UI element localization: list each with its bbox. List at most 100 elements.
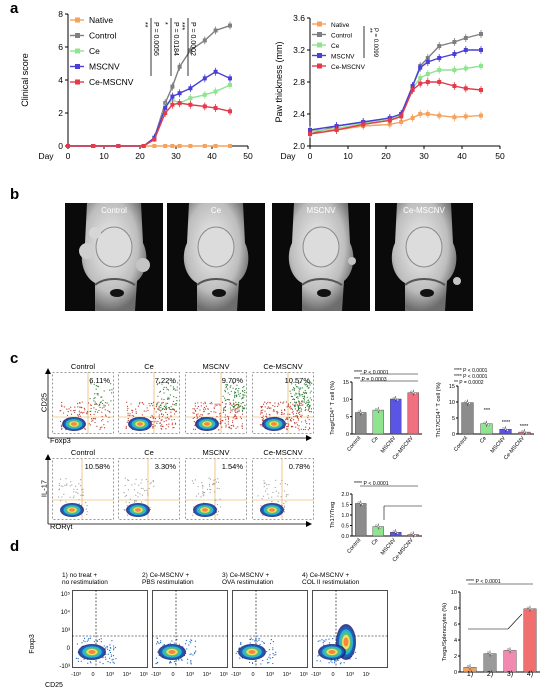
event-dot (202, 495, 204, 497)
event-dot (226, 384, 228, 386)
event-dot (93, 400, 95, 402)
event-dot (82, 488, 84, 490)
event-dot (299, 381, 301, 383)
event-dot (147, 480, 149, 483)
event-dot (321, 639, 323, 641)
event-dot (266, 658, 268, 660)
event-dot (309, 427, 311, 430)
data-dot (466, 401, 469, 404)
event-dot (59, 420, 62, 422)
event-dot (73, 410, 75, 412)
data-point (177, 64, 182, 69)
event-dot (235, 394, 238, 397)
event-dot (141, 479, 143, 481)
clinical-score-chart: 0 2 4 6 8 0 10 20 30 40 50 Day Clinical score Native C… (20, 9, 253, 161)
event-dot (302, 404, 304, 406)
event-dot (158, 382, 161, 384)
event-dot (99, 428, 101, 431)
data-point (452, 68, 457, 72)
event-dot (277, 402, 279, 404)
event-dot (84, 427, 86, 429)
event-dot (258, 638, 260, 640)
event-dot (291, 408, 293, 411)
y-tick-label: 2 (454, 654, 457, 660)
event-dot (78, 499, 80, 501)
event-dot (80, 494, 82, 496)
event-dot (213, 483, 215, 485)
event-dot (289, 418, 292, 421)
event-dot (99, 403, 101, 405)
event-dot (221, 419, 224, 422)
event-dot (237, 426, 239, 428)
event-dot (61, 405, 63, 408)
event-dot (310, 408, 313, 410)
event-dot (127, 412, 129, 414)
data-dot (525, 432, 528, 435)
facs-condition-title: 1) no treat + no restimulation (62, 572, 108, 586)
event-dot (207, 408, 209, 410)
stat-annotation: **** P < 0.0001 (466, 579, 501, 585)
event-dot (87, 639, 89, 641)
event-dot (277, 495, 279, 497)
event-dot (92, 417, 94, 420)
event-dot (100, 396, 102, 398)
data-point (410, 88, 415, 92)
y-tick-label: 5 (346, 415, 349, 421)
event-dot (195, 410, 197, 412)
event-dot (235, 427, 237, 429)
event-dot (70, 481, 72, 483)
data-dot (486, 651, 490, 654)
event-dot (194, 402, 196, 404)
event-dot (230, 424, 232, 427)
event-dot (224, 389, 226, 391)
event-dot (299, 404, 301, 407)
event-dot (157, 420, 159, 422)
bar (390, 398, 402, 435)
event-dot (91, 420, 93, 422)
event-dot (67, 411, 69, 413)
event-dot (69, 485, 71, 487)
event-dot (233, 402, 235, 404)
event-dot (280, 496, 282, 498)
event-dot (202, 487, 204, 489)
event-dot (336, 659, 339, 661)
facs-condition-title: 3) Ce-MSCNV + OVA restimulation (222, 572, 274, 586)
event-dot (283, 413, 285, 415)
data-point (479, 113, 483, 118)
event-dot (164, 407, 167, 409)
event-dot (186, 662, 189, 664)
event-dot (157, 395, 159, 397)
event-dot (112, 645, 115, 647)
event-dot (294, 423, 296, 425)
data-point (202, 38, 207, 43)
event-dot (235, 652, 237, 654)
bar (355, 412, 367, 435)
data-dot (510, 650, 514, 653)
event-dot (306, 383, 308, 385)
event-dot (192, 408, 194, 410)
event-dot (232, 405, 234, 407)
event-dot (59, 478, 62, 480)
event-dot (332, 638, 334, 640)
event-dot (284, 408, 286, 411)
event-dot (230, 409, 232, 411)
event-dot (229, 407, 231, 409)
event-dot (169, 394, 172, 396)
event-dot (297, 386, 299, 388)
event-dot (151, 421, 153, 423)
event-dot (285, 500, 287, 503)
event-dot (217, 510, 220, 513)
data-point (170, 102, 175, 107)
event-dot (266, 407, 268, 410)
event-dot (300, 428, 302, 430)
event-dot (129, 413, 131, 415)
y-tick-label: 10⁵ (61, 591, 71, 598)
event-dot (112, 661, 114, 663)
y-tick-label: 4 (454, 638, 457, 644)
data-dot (396, 398, 399, 402)
event-dot (264, 410, 266, 412)
event-dot (106, 645, 108, 647)
event-dot (90, 662, 92, 664)
event-dot (208, 477, 210, 479)
event-dot (98, 404, 100, 407)
